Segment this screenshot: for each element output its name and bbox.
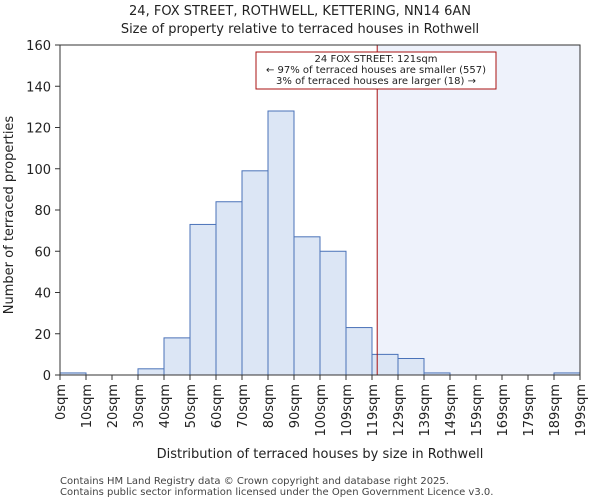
bar-80sqm: [267, 110, 295, 376]
x-tick-label: 50sqm: [184, 384, 199, 428]
x-tick-label: 119sqm: [366, 384, 381, 437]
x-tick-label: 159sqm: [470, 384, 485, 437]
annotation-box: 24 FOX STREET: 121sqm ← 97% of terraced …: [255, 51, 497, 90]
x-tick-label: 30sqm: [132, 384, 147, 428]
bar-109sqm: [345, 327, 373, 376]
bars-group: [59, 110, 581, 376]
y-tick-label: 40: [34, 287, 51, 302]
x-tick-label: 60sqm: [210, 384, 225, 428]
x-axis-label: Distribution of terraced houses by size …: [157, 447, 484, 462]
y-tick-label: 100: [26, 163, 51, 178]
bar-90sqm: [293, 236, 321, 376]
x-tick-label: 100sqm: [314, 384, 329, 437]
y-tick-label: 160: [26, 39, 51, 54]
y-tick-label: 80: [34, 204, 51, 219]
x-tick-label: 139sqm: [418, 384, 433, 437]
x-tick-label: 90sqm: [288, 384, 303, 428]
x-tick-label: 199sqm: [574, 384, 589, 437]
y-tick-label: 120: [26, 122, 51, 137]
x-tick-label: 80sqm: [262, 384, 277, 428]
x-tick-label: 169sqm: [496, 384, 511, 437]
y-axis-label: Number of terraced properties: [2, 116, 17, 315]
bar-40sqm: [163, 337, 191, 376]
x-tick-label: 149sqm: [444, 384, 459, 437]
bar-100sqm: [319, 250, 347, 376]
x-tick-label: 109sqm: [340, 384, 355, 437]
y-tick-label: 20: [34, 328, 51, 343]
x-tick-label: 189sqm: [548, 384, 563, 437]
y-axis-ticks: 0 20 40 60 80 100 120 140 160: [26, 39, 60, 384]
bar-119sqm: [371, 353, 399, 376]
bar-129sqm: [397, 358, 425, 376]
footer-line2: Contains public sector information licen…: [60, 487, 493, 498]
x-tick-label: 20sqm: [106, 384, 121, 428]
x-tick-label: 0sqm: [54, 384, 69, 420]
highlight-region: [377, 45, 580, 375]
bar-70sqm: [241, 170, 269, 376]
bar-60sqm: [215, 201, 243, 376]
chart-title-line2: Size of property relative to terraced ho…: [121, 22, 479, 37]
bar-50sqm: [189, 223, 217, 376]
annotation-line3: 3% of terraced houses are larger (18) →: [276, 76, 476, 87]
annotation-line1: 24 FOX STREET: 121sqm: [315, 54, 438, 65]
bar-30sqm: [137, 368, 165, 376]
x-tick-label: 129sqm: [392, 384, 407, 437]
annotation-line2: ← 97% of terraced houses are smaller (55…: [266, 65, 486, 76]
x-tick-label: 70sqm: [236, 384, 251, 428]
x-axis-ticks: 0sqm 10sqm 20sqm 30sqm 40sqm 50sqm 60sqm 70sqm 8…: [54, 375, 589, 437]
footer-line1: Contains HM Land Registry data © Crown c…: [60, 476, 449, 487]
x-tick-label: 40sqm: [158, 384, 173, 428]
chart-title-line1: 24, FOX STREET, ROTHWELL, KETTERING, NN1…: [129, 4, 471, 19]
x-tick-label: 10sqm: [80, 384, 95, 428]
y-tick-label: 60: [34, 245, 51, 260]
y-tick-label: 0: [43, 369, 51, 384]
annotation-frame: [255, 51, 497, 90]
y-tick-label: 140: [26, 80, 51, 95]
x-tick-label: 179sqm: [522, 384, 537, 437]
